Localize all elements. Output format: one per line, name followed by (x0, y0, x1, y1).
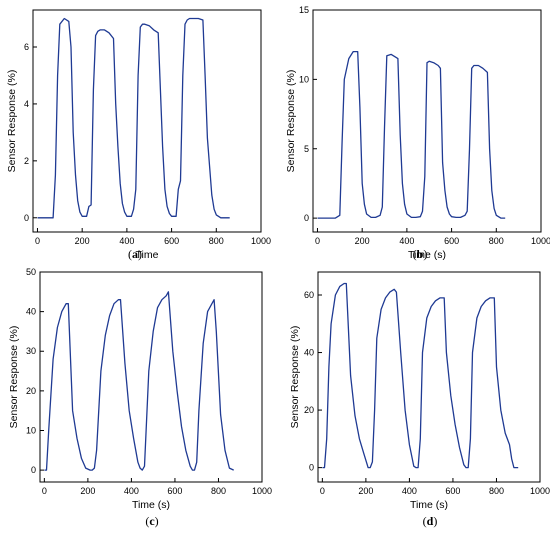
x-tick-label: 600 (164, 236, 179, 246)
y-axis-label: Sensor Response (%) (8, 326, 20, 429)
y-axis-label: Sensor Response (%) (289, 326, 301, 429)
x-tick-label: 1000 (252, 486, 272, 496)
x-tick-label: 400 (402, 486, 417, 496)
x-tick-label: 800 (209, 236, 224, 246)
x-tick-label: 200 (358, 486, 373, 496)
y-tick-label: 60 (304, 290, 314, 300)
x-tick-label: 200 (80, 486, 95, 496)
x-tick-label: 0 (42, 486, 47, 496)
chart-panel-2: 0 200 400 600 800 1000 0 5 10 15 Time (s) Sensor Re… (285, 5, 550, 261)
x-tick-label: 800 (489, 486, 504, 496)
x-tick-label: 0 (35, 236, 40, 246)
x-tick-label: 600 (444, 236, 459, 246)
x-tick-label: 0 (320, 486, 325, 496)
y-tick-label: 40 (304, 348, 314, 358)
x-axis-label: Time (s) (132, 499, 170, 511)
y-tick-label: 10 (299, 74, 309, 84)
x-axis-label: Time (s) (408, 249, 446, 261)
x-tick-label: 0 (315, 236, 320, 246)
y-tick-label: 4 (24, 99, 29, 109)
y-tick-label: 5 (304, 144, 309, 154)
y-tick-label: 10 (26, 425, 36, 435)
x-tick-label: 1000 (531, 236, 550, 246)
x-tick-label: 800 (211, 486, 226, 496)
y-tick-label: 15 (299, 5, 309, 15)
chart-panel-1: 0 200 400 600 800 1000 0 2 4 6 Time Sensor Response… (6, 9, 271, 261)
series-line (322, 282, 519, 469)
x-tick-label: 1000 (530, 486, 550, 496)
x-tick-label: 200 (355, 236, 370, 246)
y-tick-label: 40 (26, 307, 36, 317)
plot-frame (39, 271, 263, 483)
y-tick-label: 0 (31, 465, 36, 475)
series-line (44, 291, 234, 471)
x-axis-label: Time (136, 249, 159, 261)
y-tick-label: 30 (26, 346, 36, 356)
plot-frame (312, 9, 542, 233)
x-tick-label: 600 (445, 486, 460, 496)
panel-label: (c) (145, 514, 158, 528)
y-tick-label: 50 (26, 267, 36, 277)
x-tick-label: 400 (399, 236, 414, 246)
chart-panel-3: 0 200 400 600 800 1000 0 10 20 30 40 50 Time (s) Sens… (8, 267, 272, 528)
y-axis-label: Sensor Response (%) (6, 70, 18, 173)
plot-frame (317, 271, 541, 483)
x-tick-label: 800 (489, 236, 504, 246)
chart-panel-4: 0 200 400 600 800 1000 0 20 40 60 Time (s) Sensor R… (289, 271, 550, 528)
panel-label: (d) (423, 514, 438, 528)
y-tick-label: 20 (304, 405, 314, 415)
y-tick-label: 20 (26, 386, 36, 396)
series-line (317, 50, 506, 219)
x-tick-label: 1000 (251, 236, 271, 246)
y-tick-label: 2 (24, 156, 29, 166)
x-tick-label: 400 (119, 236, 134, 246)
y-tick-label: 0 (304, 213, 309, 223)
panel-label: (b) (413, 247, 428, 261)
plot-frame (32, 9, 262, 233)
y-tick-label: 0 (24, 213, 29, 223)
series-line (37, 17, 230, 219)
x-tick-label: 600 (167, 486, 182, 496)
y-axis-label: Sensor Response (%) (285, 70, 297, 173)
x-tick-label: 400 (124, 486, 139, 496)
panel-label: (a) (128, 247, 142, 261)
x-tick-label: 200 (75, 236, 90, 246)
y-tick-label: 6 (24, 42, 29, 52)
y-tick-label: 0 (309, 463, 314, 473)
x-axis-label: Time (s) (410, 499, 448, 511)
